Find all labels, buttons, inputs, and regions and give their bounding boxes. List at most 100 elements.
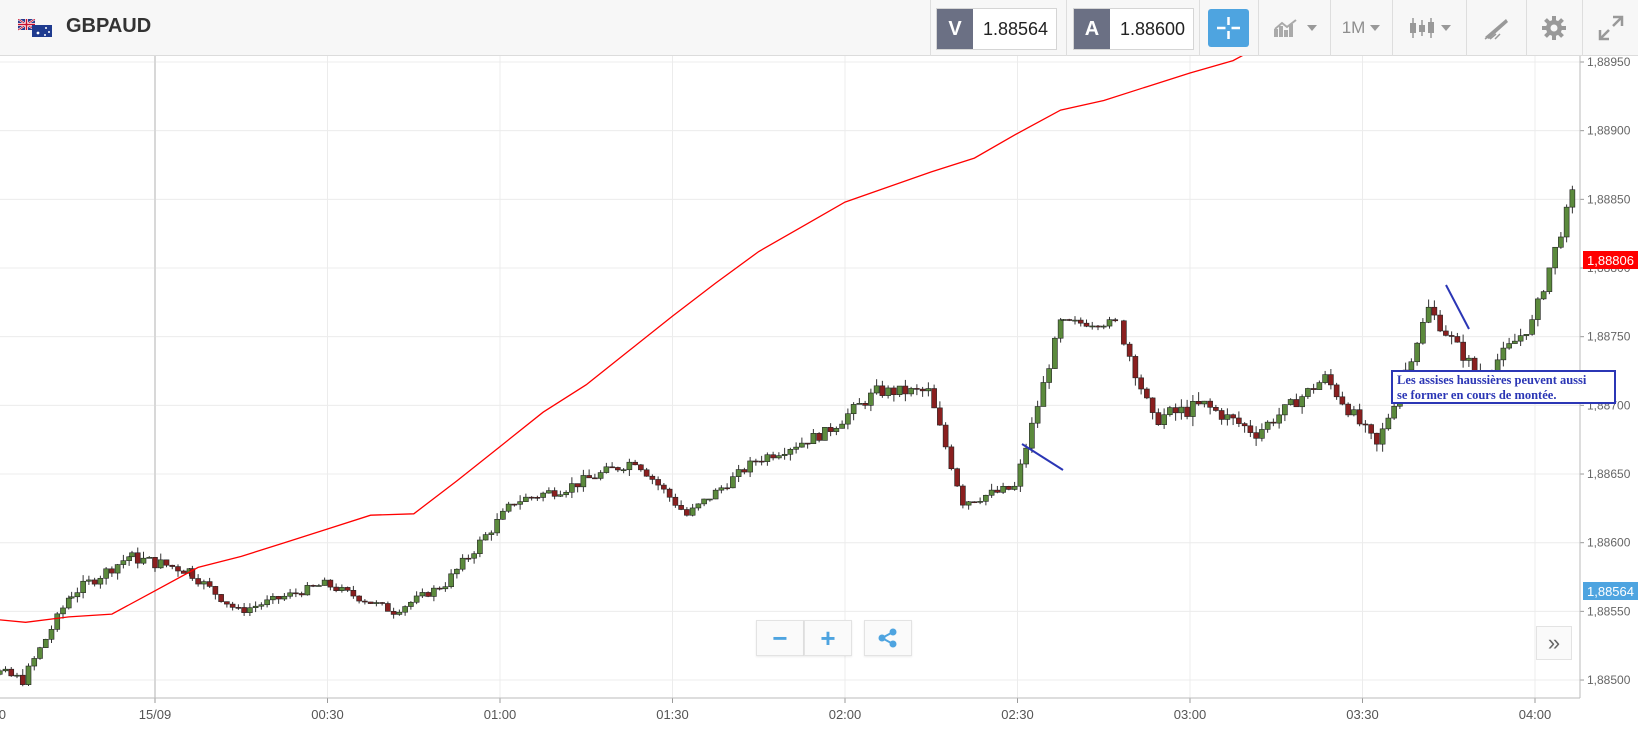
- candle-bull: [1414, 342, 1420, 363]
- candle-bull: [1040, 382, 1047, 407]
- candle-bull: [1167, 407, 1173, 416]
- candle-bear: [684, 509, 690, 516]
- candle-bull: [896, 385, 903, 396]
- candle-bear: [1218, 410, 1225, 420]
- scroll-to-latest-button[interactable]: »: [1536, 626, 1572, 660]
- candle-bull: [477, 539, 483, 554]
- candle-bear: [310, 585, 316, 587]
- crosshair-button[interactable]: [1208, 9, 1249, 47]
- bid-price-tag: 1,88564: [1583, 582, 1638, 600]
- candle-bear: [1270, 421, 1277, 424]
- candle-bull: [1224, 414, 1231, 420]
- zoom-out-button[interactable]: −: [756, 620, 804, 656]
- candle-bear: [1006, 486, 1012, 490]
- candle-bull: [695, 503, 702, 509]
- candle-bull: [925, 388, 932, 392]
- settings-button[interactable]: [1528, 0, 1580, 56]
- candle-bull: [2, 668, 9, 672]
- candle-bull: [597, 472, 604, 479]
- candle-bull: [1535, 298, 1541, 320]
- candle-bull: [1558, 236, 1564, 248]
- candle-bear: [1213, 407, 1219, 411]
- candle-bull: [252, 605, 259, 609]
- y-tick-label: 1,88550: [1587, 604, 1631, 618]
- candle-bull: [557, 494, 564, 497]
- candle-bear: [275, 596, 282, 600]
- candle-bull: [339, 587, 345, 591]
- candle-bull: [850, 404, 857, 415]
- candle-bear: [1066, 319, 1073, 321]
- fullscreen-button[interactable]: [1584, 0, 1638, 56]
- candle-bear: [655, 479, 661, 486]
- candle-bull: [396, 611, 403, 615]
- candle-bull: [712, 489, 719, 500]
- candle-bear: [1437, 314, 1443, 332]
- candle-bear: [615, 467, 621, 471]
- chart-annotation[interactable]: Les assises haussières peuvent aussi se …: [1391, 370, 1616, 404]
- candle-bear: [367, 601, 374, 604]
- candle-bull: [546, 490, 552, 494]
- candle-bull: [1517, 335, 1524, 342]
- candle-bull: [707, 498, 713, 501]
- candle-bull: [31, 658, 38, 667]
- candle-bull: [1569, 189, 1576, 208]
- candle-bull: [983, 494, 989, 502]
- candle-bear: [948, 446, 955, 470]
- timeframe-dropdown[interactable]: 1M: [1332, 0, 1390, 56]
- candle-bear: [643, 469, 650, 477]
- candle-bear: [134, 552, 141, 564]
- indicators-button[interactable]: [1262, 0, 1328, 56]
- candle-bear: [1126, 343, 1133, 357]
- candle-bull: [799, 442, 805, 448]
- candle-bull: [373, 602, 380, 604]
- candle-bear: [1236, 417, 1242, 424]
- x-tick-label: 04:00: [1519, 707, 1552, 722]
- x-tick-label: 03:00: [1174, 707, 1207, 722]
- draw-tools-button[interactable]: [1468, 0, 1524, 56]
- candle-bull: [718, 487, 725, 491]
- candle-bear: [379, 602, 385, 604]
- candle-bull: [689, 507, 696, 516]
- candle-bear: [327, 579, 334, 588]
- buy-price-button[interactable]: A 1.88600: [1073, 8, 1195, 50]
- candle-bull: [281, 595, 288, 600]
- share-button[interactable]: [864, 620, 912, 656]
- chart-type-button[interactable]: [1394, 0, 1464, 56]
- candle-bear: [1095, 325, 1101, 328]
- candle-bull: [488, 532, 495, 535]
- candle-bear: [91, 579, 98, 585]
- candle-bull: [988, 489, 995, 496]
- candle-bull: [65, 597, 72, 609]
- candle-bear: [1149, 397, 1156, 413]
- candle-bull: [304, 585, 311, 596]
- y-tick-label: 1,88750: [1587, 330, 1631, 344]
- price-chart[interactable]: 1,889501,889001,888501,888001,887501,887…: [0, 56, 1638, 734]
- candle-bull: [1563, 206, 1570, 238]
- candle-bear: [1138, 377, 1144, 390]
- zoom-in-button[interactable]: +: [804, 620, 852, 656]
- candle-bull: [505, 503, 512, 512]
- candle-bear: [632, 461, 638, 466]
- candle-bear: [1368, 424, 1374, 434]
- candle-bull: [48, 629, 55, 640]
- candle-bull: [1282, 404, 1288, 416]
- candle-bull: [258, 604, 265, 607]
- candle-bear: [218, 594, 224, 602]
- trendline-2: [1445, 284, 1470, 330]
- sell-price-button[interactable]: V 1.88564: [936, 8, 1058, 50]
- symbol-title: GBPAUD: [66, 15, 152, 37]
- candle-bear: [1431, 306, 1438, 316]
- candle-bull: [1264, 421, 1271, 430]
- candle-bear: [1253, 432, 1259, 439]
- candle-bear: [19, 674, 26, 685]
- candle-bear: [1112, 319, 1119, 322]
- candle-bull: [321, 579, 328, 586]
- candle-bull: [1287, 399, 1294, 405]
- candle-bull: [747, 460, 753, 473]
- candle-bear: [1132, 356, 1139, 379]
- candle-bull: [454, 568, 460, 575]
- time-axis: 30 15/09 00:30 01:00 01:30 02:00 02:30 03:00 03:…: [0, 697, 1580, 722]
- candle-bull: [1512, 340, 1518, 344]
- timeframe-label: 1M: [1341, 18, 1366, 37]
- candle-bull: [1034, 406, 1041, 424]
